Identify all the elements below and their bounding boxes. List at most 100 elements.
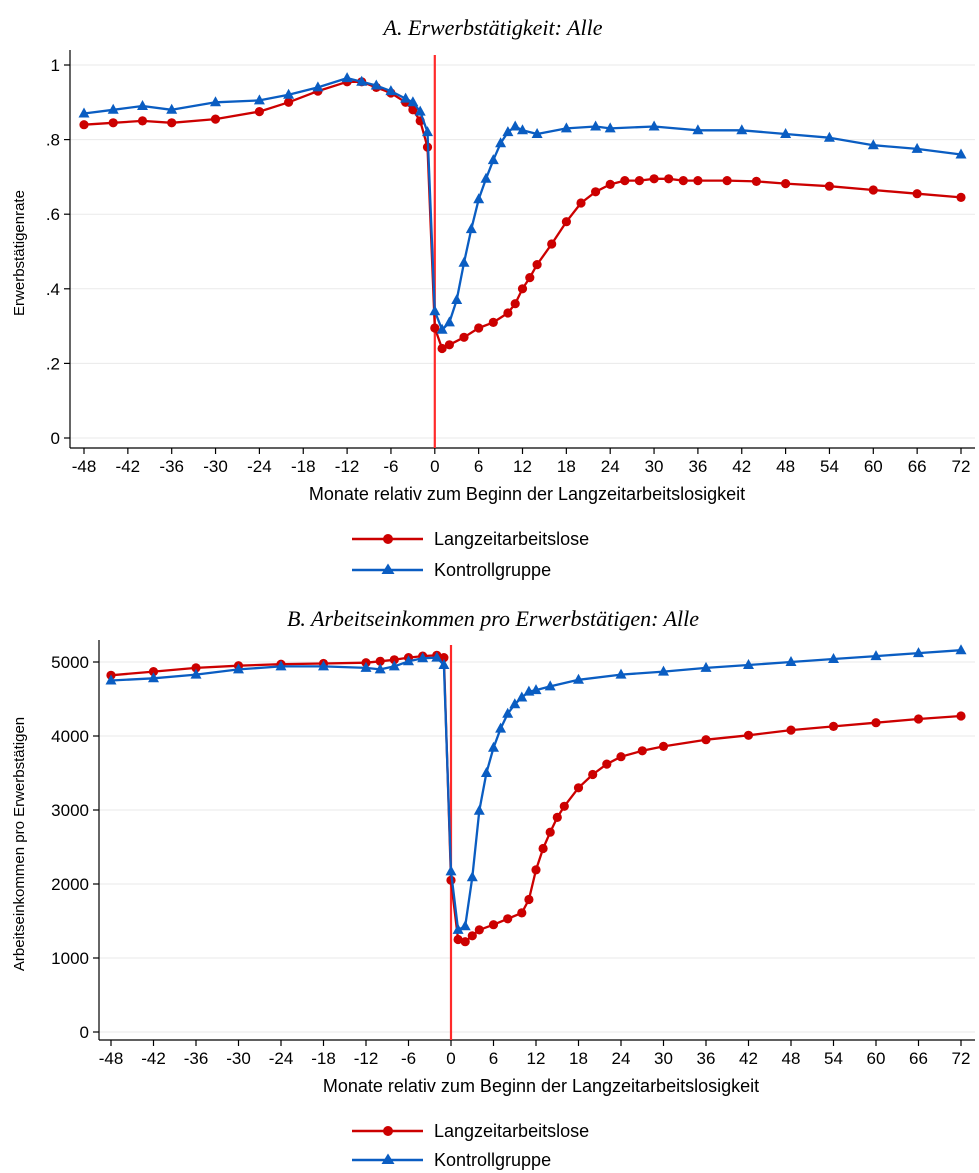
panel-b-title: B. Arbeitseinkommen pro Erwerbstätigen: … (287, 606, 699, 631)
panel-a-point-langzeitarbeitslose (408, 105, 418, 115)
panel-a-point-langzeitarbeitslose (525, 273, 535, 283)
panel-b-x-tick-label: 24 (612, 1049, 631, 1068)
panel-a-point-kontrollgruppe (385, 85, 397, 96)
panel-b-point-kontrollgruppe (452, 923, 464, 934)
panel-a-x-tick-label: 18 (557, 457, 576, 476)
panel-a-point-langzeitarbeitslose (591, 187, 601, 197)
panel-b-x-axis-label: Monate relativ zum Beginn der Langzeitar… (323, 1076, 759, 1096)
panel-a-point-langzeitarbeitslose (437, 343, 447, 354)
panel-a-point-langzeitarbeitslose (79, 120, 89, 130)
panel-b-point-kontrollgruppe (530, 684, 542, 695)
panel-a-x-tick-label: 36 (688, 457, 707, 476)
panel-a-point-kontrollgruppe (414, 105, 426, 116)
panel-b-point-langzeitarbeitslose (956, 711, 966, 721)
panel-a-legend-label-langzeitarbeitslose: Langzeitarbeitslose (434, 529, 589, 549)
panel-a-point-kontrollgruppe (867, 139, 879, 150)
panel-b-legend-item-langzeitarbeitslose: Langzeitarbeitslose (352, 1121, 589, 1141)
panel-b-x-tick-label: -24 (269, 1049, 294, 1068)
panel-b-point-langzeitarbeitslose (573, 783, 584, 793)
panel-b-point-kontrollgruppe (403, 655, 414, 666)
panel-a-x-tick-label: 30 (645, 457, 664, 476)
panel-b-x-tick-label: 66 (909, 1049, 928, 1068)
panel-b-point-langzeitarbeitslose (191, 663, 201, 673)
panel-b-point-kontrollgruppe (473, 804, 485, 815)
panel-b-point-langzeitarbeitslose (148, 667, 159, 677)
panel-b-x-tick-label: 18 (569, 1049, 588, 1068)
panel-b-point-kontrollgruppe (658, 665, 669, 676)
panel-b-point-langzeitarbeitslose (375, 656, 385, 666)
panel-a-point-kontrollgruppe (210, 96, 221, 107)
panel-a-axes (69, 50, 975, 449)
panel-a-point-kontrollgruppe (283, 88, 295, 99)
panel-b-y-tick-label: 4000 (51, 727, 89, 746)
panel-a-series-langzeitarbeitslose (79, 77, 966, 354)
panel-a-x-tick-label: 60 (864, 457, 883, 476)
panel-b-x-tick-label: 6 (489, 1049, 498, 1068)
panel-b-point-langzeitarbeitslose (453, 934, 463, 945)
panel-a-point-kontrollgruppe (465, 223, 477, 234)
panel-b-x-tick-label: -42 (141, 1049, 166, 1068)
panel-b-point-langzeitarbeitslose (871, 718, 881, 728)
panel-b-point-kontrollgruppe (318, 660, 329, 671)
panel-b-point-langzeitarbeitslose (460, 937, 470, 947)
panel-b-x-tick-label: -30 (226, 1049, 251, 1068)
panel-a-point-langzeitarbeitslose (576, 198, 586, 208)
panel-a-y-tick-label: 1 (51, 56, 60, 75)
panel-a-point-langzeitarbeitslose (722, 176, 732, 186)
panel-a-y-axis-label: Erwerbstätigenrate (11, 190, 28, 316)
panel-b-point-kontrollgruppe (438, 659, 450, 669)
panel-b-point-kontrollgruppe (516, 691, 528, 702)
panel-a-point-langzeitarbeitslose (868, 185, 878, 195)
panel-b-point-langzeitarbeitslose (559, 801, 569, 811)
panel-a-point-kontrollgruppe (692, 124, 704, 135)
panel-a-point-kontrollgruppe (823, 131, 835, 142)
panel-b-point-langzeitarbeitslose (786, 725, 796, 735)
panel-b-point-langzeitarbeitslose (913, 714, 924, 724)
panel-b-point-kontrollgruppe (148, 672, 159, 683)
panel-a-point-langzeitarbeitslose (210, 114, 221, 124)
panel-a-point-kontrollgruppe (531, 128, 543, 138)
panel-b-x-tick-label: -48 (99, 1049, 124, 1068)
panel-b-y-tick-label: 0 (80, 1023, 89, 1042)
panel-a-point-langzeitarbeitslose (678, 176, 688, 186)
panel-a-x-tick-label: -18 (291, 457, 316, 476)
panel-b-point-langzeitarbeitslose (439, 653, 449, 663)
panel-b-chart: B. Arbeitseinkommen pro Erwerbstätigen: … (11, 606, 975, 1170)
panel-b-point-kontrollgruppe (459, 920, 471, 931)
panel-a-legend-item-langzeitarbeitslose: Langzeitarbeitslose (352, 529, 589, 549)
panel-b-y-ticks: 0 1000 2000 3000 4000 5000 (51, 653, 99, 1042)
panel-b-point-kontrollgruppe (743, 659, 754, 669)
panel-a-legend: Langzeitarbeitslose Kontrollgruppe (352, 529, 589, 580)
panel-b-series-langzeitarbeitslose (106, 650, 966, 947)
panel-a-point-langzeitarbeitslose (474, 323, 484, 333)
panel-b-x-tick-label: -18 (311, 1049, 336, 1068)
panel-a-x-tick-label: -30 (203, 457, 228, 476)
panel-b-y-tick-label: 5000 (51, 653, 89, 672)
panel-b-axes (98, 640, 975, 1041)
panel-b-legend: Langzeitarbeitslose Kontrollgruppe (352, 1121, 589, 1170)
panel-a-x-tick-label: 6 (474, 457, 483, 476)
panel-a-point-kontrollgruppe (780, 128, 792, 138)
panel-a-point-kontrollgruppe (736, 124, 748, 135)
panel-b-point-kontrollgruppe (913, 647, 924, 658)
panel-b-point-langzeitarbeitslose (488, 920, 499, 930)
panel-b-series-kontrollgruppe (105, 644, 967, 934)
panel-a-point-kontrollgruppe (107, 103, 119, 114)
panel-b-x-tick-label: -6 (401, 1049, 416, 1068)
panel-a-y-tick-label: .4 (46, 280, 60, 299)
panel-b-legend-label-langzeitarbeitslose: Langzeitarbeitslose (434, 1121, 589, 1141)
panel-b-point-kontrollgruppe (360, 661, 372, 672)
panel-a-legend-label-kontrollgruppe: Kontrollgruppe (434, 560, 551, 580)
panel-a-point-kontrollgruppe (487, 154, 499, 165)
panel-b-point-kontrollgruppe (502, 707, 514, 718)
panel-a-x-ticks: -48 -42 -36 -30 -24 -18 -12 -6 0 6 12 18 24 30 36 42 48 5… (72, 448, 970, 476)
panel-a-x-tick-label: 54 (820, 457, 839, 476)
panel-b-point-kontrollgruppe (233, 663, 244, 674)
panel-a-point-kontrollgruppe (458, 256, 470, 267)
panel-b-x-tick-label: 0 (446, 1049, 455, 1068)
panel-b-point-kontrollgruppe (495, 722, 507, 733)
panel-a-point-kontrollgruppe (502, 126, 514, 137)
panel-a-point-kontrollgruppe (648, 120, 660, 131)
panel-b-point-langzeitarbeitslose (588, 769, 598, 780)
panel-a-point-langzeitarbeitslose (620, 176, 630, 186)
